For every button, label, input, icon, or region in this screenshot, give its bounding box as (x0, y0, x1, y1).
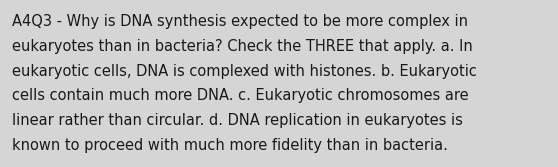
Text: linear rather than circular. d. DNA replication in eukaryotes is: linear rather than circular. d. DNA repl… (12, 113, 463, 128)
Text: known to proceed with much more fidelity than in bacteria.: known to proceed with much more fidelity… (12, 138, 448, 153)
Text: eukaryotic cells, DNA is complexed with histones. b. Eukaryotic: eukaryotic cells, DNA is complexed with … (12, 64, 477, 79)
Text: A4Q3 - Why is DNA synthesis expected to be more complex in: A4Q3 - Why is DNA synthesis expected to … (12, 14, 468, 29)
Text: cells contain much more DNA. c. Eukaryotic chromosomes are: cells contain much more DNA. c. Eukaryot… (12, 88, 469, 103)
Text: eukaryotes than in bacteria? Check the THREE that apply. a. In: eukaryotes than in bacteria? Check the T… (12, 39, 473, 54)
